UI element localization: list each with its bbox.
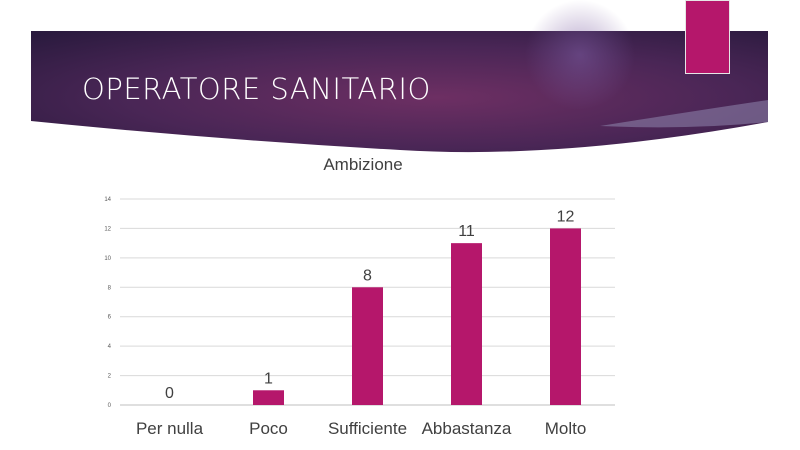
bar [352, 287, 383, 405]
x-tick-label: Poco [249, 419, 288, 438]
bar [253, 390, 284, 405]
y-tick-label: 2 [108, 374, 112, 380]
data-label: 12 [557, 208, 575, 225]
y-tick-label: 12 [104, 226, 111, 232]
title-banner [31, 0, 768, 153]
data-label: 0 [165, 385, 174, 402]
x-tick-label: Sufficiente [328, 419, 407, 438]
chart-title: Ambizione [323, 155, 402, 174]
data-label: 11 [458, 223, 475, 240]
data-label: 8 [363, 267, 372, 284]
slide-title: OPERATORE SANITARIO [82, 72, 431, 106]
x-axis-labels: Per nulla Poco Sufficiente Abbastanza Molto [136, 419, 586, 438]
bar [451, 243, 482, 405]
y-tick-label: 6 [108, 315, 112, 321]
bar [550, 228, 581, 405]
y-tick-label: 8 [108, 285, 112, 291]
y-tick-label: 10 [104, 256, 111, 262]
y-tick-label: 4 [108, 344, 112, 350]
data-labels: 0 1 8 11 12 [165, 208, 574, 402]
y-axis-ticks: 0 2 4 6 8 10 12 14 [104, 197, 111, 409]
x-tick-label: Per nulla [136, 419, 204, 438]
x-tick-label: Molto [545, 419, 587, 438]
bars [253, 228, 581, 405]
y-tick-label: 14 [104, 197, 111, 203]
data-label: 1 [264, 370, 273, 387]
accent-tab [685, 0, 730, 74]
y-tick-label: 0 [108, 403, 112, 409]
x-tick-label: Abbastanza [422, 419, 512, 438]
